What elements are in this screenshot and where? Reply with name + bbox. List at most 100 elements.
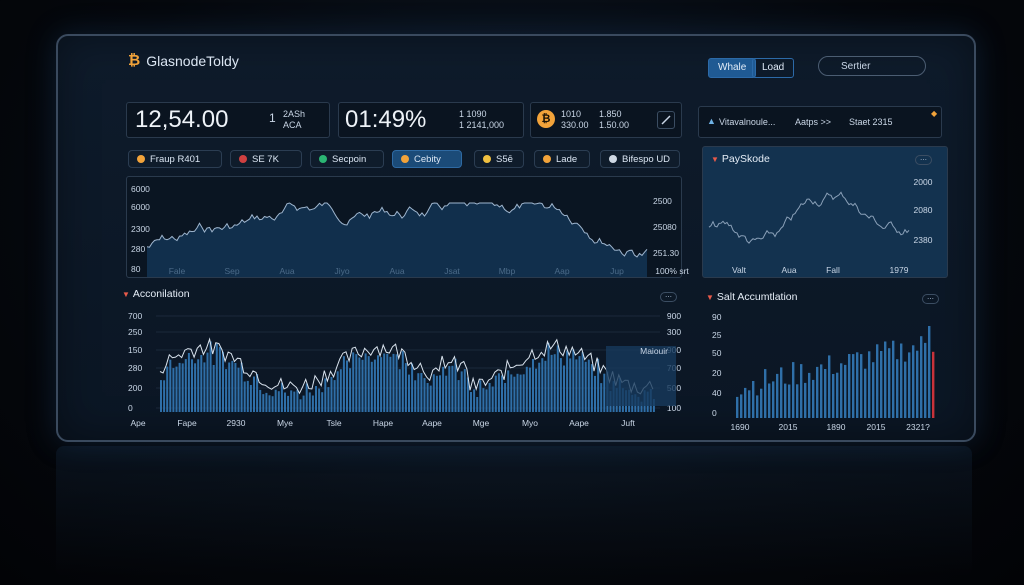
accumulation-bar	[411, 363, 414, 412]
x-axis-label: Aape	[422, 418, 442, 428]
salt-bar	[900, 343, 903, 418]
salt-bar	[836, 372, 839, 418]
accumulation-bar	[432, 374, 435, 412]
alert-flag-icon: ◆	[931, 109, 938, 118]
salt-bar	[752, 381, 755, 418]
x-axis-label: Tsle	[326, 418, 341, 428]
accumulation-bar	[532, 359, 534, 412]
price-card: 12,54.00 1 2ASh ACA	[126, 102, 330, 138]
accumulation-bar	[265, 392, 268, 412]
accumulation-bar	[231, 360, 234, 412]
accumulation-bar	[476, 397, 479, 412]
change-card: 01:49% 1 1090 1 2141,000	[338, 102, 524, 138]
alert-card[interactable]: ▲ Vitavalnoule... Aatps >> Staet 2315 ◆	[698, 106, 942, 138]
y-axis-label: 280	[131, 244, 145, 254]
salt-bar	[796, 384, 799, 418]
alert-link[interactable]: Aatps >>	[795, 117, 832, 127]
search-input[interactable]: Sertier	[818, 56, 926, 76]
x-axis-label: Hape	[373, 418, 394, 428]
accumulation-bar	[581, 352, 584, 412]
x-axis-label: 1690	[731, 422, 750, 432]
accumulation-bar	[293, 391, 296, 412]
app-brand[interactable]: ₿ GlasnodeToldy	[128, 52, 239, 69]
accumulation-bar	[225, 369, 228, 412]
accumulation-bar	[327, 387, 330, 412]
x-axis-label: Mye	[277, 418, 293, 428]
btc-b1: 1.850	[599, 109, 622, 119]
accumulation-bar	[302, 395, 305, 412]
accumulation-bar	[488, 383, 491, 412]
accumulation-bar	[547, 342, 550, 412]
accumulation-bar	[578, 356, 581, 412]
y-axis-label-right: 2000	[914, 177, 933, 187]
accumulation-bar	[197, 359, 200, 412]
x-axis-label: Juft	[621, 418, 635, 428]
accumulation-bar	[240, 362, 243, 412]
y-axis-label: 2300	[131, 224, 150, 234]
accumulation-bar	[395, 354, 398, 412]
accumulation-bar	[392, 353, 395, 412]
salt-bar	[884, 341, 887, 418]
accumulation-bar	[501, 375, 503, 412]
accumulation-bar	[160, 380, 162, 412]
filter-pill-label: Lade	[556, 154, 578, 165]
whale-button[interactable]: Whale	[708, 58, 757, 78]
accumulation-bar	[640, 401, 643, 412]
accumulation-bar	[383, 353, 386, 412]
accumulation-bar	[175, 366, 178, 412]
filter-pill-4[interactable]: Cebity	[392, 150, 462, 168]
accumulation-bar	[367, 356, 370, 412]
filter-pill-7[interactable]: Bifespo UD	[600, 150, 680, 168]
accumulation-bar	[218, 347, 221, 412]
edit-button[interactable]	[657, 111, 675, 129]
accumulation-bar	[504, 383, 507, 412]
accumulation-bar	[200, 355, 203, 412]
salt-bar	[848, 354, 851, 418]
price-sub-2: 2ASh	[283, 109, 306, 119]
change-sub-1: 1 1090	[459, 109, 487, 119]
x-axis-label: Aape	[569, 418, 589, 428]
accumulation-bar	[361, 359, 364, 412]
filter-pill-3[interactable]: Secpoin	[310, 150, 384, 168]
dashboard-window: ₿ GlasnodeToldy Whale Load Sertier 12,54…	[56, 34, 976, 442]
salt-bar	[808, 372, 811, 418]
salt-bar	[764, 369, 767, 418]
payskode-line	[708, 191, 910, 244]
salt-bar	[804, 382, 807, 418]
y-axis-label-right: 300	[667, 327, 681, 337]
accumulation-bar	[203, 362, 206, 412]
accumulation-bar	[479, 380, 482, 412]
accumulation-bar	[541, 358, 544, 412]
btc-a1: 1010	[561, 109, 582, 119]
accumulation-bar	[563, 365, 565, 412]
payskode-menu-button[interactable]: ⋯	[915, 155, 932, 165]
accumulation-bar	[587, 359, 590, 412]
load-button[interactable]: Load	[752, 58, 795, 78]
filter-pill-6[interactable]: Lade	[534, 150, 590, 168]
filter-pill-1[interactable]: Fraup R401	[128, 150, 222, 168]
filter-pill-2[interactable]: SE 7K	[230, 150, 302, 168]
globe-icon	[609, 155, 617, 163]
accumulation-bar	[510, 374, 513, 412]
accumulation-bar	[284, 392, 286, 412]
accumulation-bar	[246, 380, 249, 412]
accumulation-menu-button[interactable]: ⋯	[660, 292, 677, 302]
accumulation-bar	[308, 392, 311, 412]
salt-bar	[924, 342, 927, 418]
accumulation-bar	[330, 377, 333, 412]
x-axis-label: Ape	[130, 418, 145, 428]
bitcoin-coin-icon: ₿	[537, 110, 555, 128]
salt-bar	[928, 326, 931, 418]
x-axis-label: Myo	[522, 418, 538, 428]
salt-bar	[868, 351, 871, 418]
accumulation-bar	[516, 373, 519, 412]
y-axis-label-right: 2500	[653, 196, 672, 206]
filter-pill-label: S5ē	[496, 154, 513, 165]
payskode-chart: 2000 2080 2380 Valt Aua Fall 1979	[708, 177, 933, 275]
caret-icon: ▼	[706, 293, 714, 302]
salt-bar	[740, 394, 743, 418]
y-axis-label: 20	[712, 368, 722, 378]
salt-menu-button[interactable]: ⋯	[922, 294, 939, 304]
accumulation-bar	[519, 374, 522, 412]
filter-pill-5[interactable]: S5ē	[474, 150, 524, 168]
